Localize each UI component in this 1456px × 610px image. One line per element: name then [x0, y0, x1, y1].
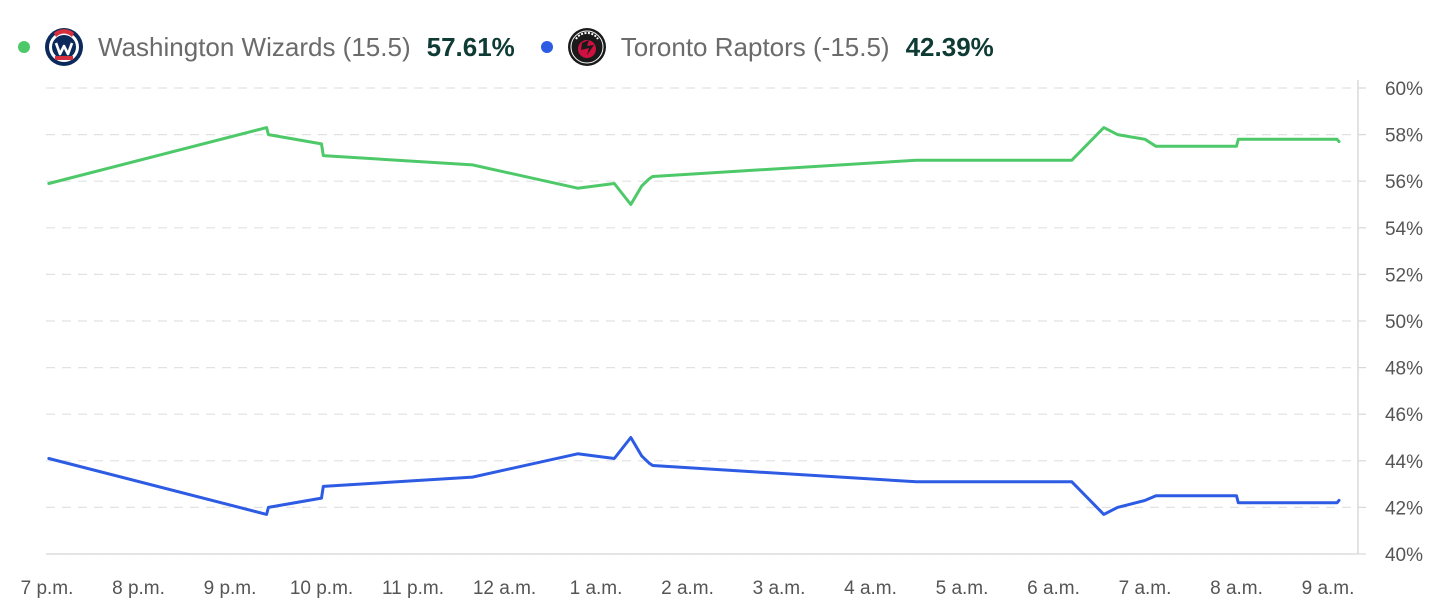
y-tick-label: 50%	[1385, 312, 1423, 333]
x-tick-label: 7 a.m.	[1119, 578, 1172, 599]
x-tick-label: 11 p.m.	[382, 578, 444, 599]
raptors-series-line	[47, 436, 1341, 516]
y-tick-label: 42%	[1385, 498, 1423, 519]
x-tick-label: 12 a.m.	[473, 578, 536, 599]
chart-legend: Washington Wizards (15.5) 57.61% Toronto…	[18, 22, 1020, 72]
y-tick-label: 46%	[1385, 405, 1423, 426]
raptors-label: Toronto Raptors (-15.5)	[620, 31, 890, 62]
raptors-percentage: 42.39%	[905, 31, 994, 62]
y-tick-label: 60%	[1385, 79, 1423, 100]
y-tick-label: 40%	[1385, 545, 1423, 566]
y-tick-label: 56%	[1385, 172, 1423, 193]
x-tick-label: 4 a.m.	[844, 578, 897, 599]
x-tick-label: 9 a.m.	[1302, 578, 1355, 599]
wizards-percentage: 57.61%	[426, 31, 515, 62]
x-tick-label: 10 p.m.	[290, 578, 353, 599]
x-tick-label: 1 a.m.	[570, 578, 623, 599]
washington-wizards-logo-icon	[44, 27, 84, 67]
legend-item-wizards[interactable]: Washington Wizards (15.5) 57.61%	[18, 27, 515, 67]
x-tick-label: 2 a.m.	[661, 578, 714, 599]
x-tick-label: 6 a.m.	[1027, 578, 1080, 599]
x-tick-label: 5 a.m.	[936, 578, 989, 599]
y-tick-label: 44%	[1385, 452, 1423, 473]
x-tick-label: 3 a.m.	[753, 578, 806, 599]
x-tick-label: 9 p.m.	[204, 578, 257, 599]
y-tick-label: 54%	[1385, 219, 1423, 240]
wizards-series-line	[47, 126, 1341, 206]
wizards-color-dot	[18, 41, 30, 53]
y-tick-label: 58%	[1385, 126, 1423, 147]
x-tick-label: 7 p.m.	[21, 578, 74, 599]
y-tick-label: 48%	[1385, 359, 1423, 380]
x-tick-label: 8 p.m.	[112, 578, 165, 599]
wizards-label: Washington Wizards (15.5)	[98, 31, 411, 62]
x-tick-label: 8 a.m.	[1210, 578, 1263, 599]
raptors-color-dot	[540, 41, 553, 53]
legend-item-raptors[interactable]: Toronto Raptors (-15.5) 42.39%	[540, 27, 994, 67]
y-tick-label: 52%	[1385, 265, 1423, 286]
toronto-raptors-logo-icon	[567, 27, 607, 67]
